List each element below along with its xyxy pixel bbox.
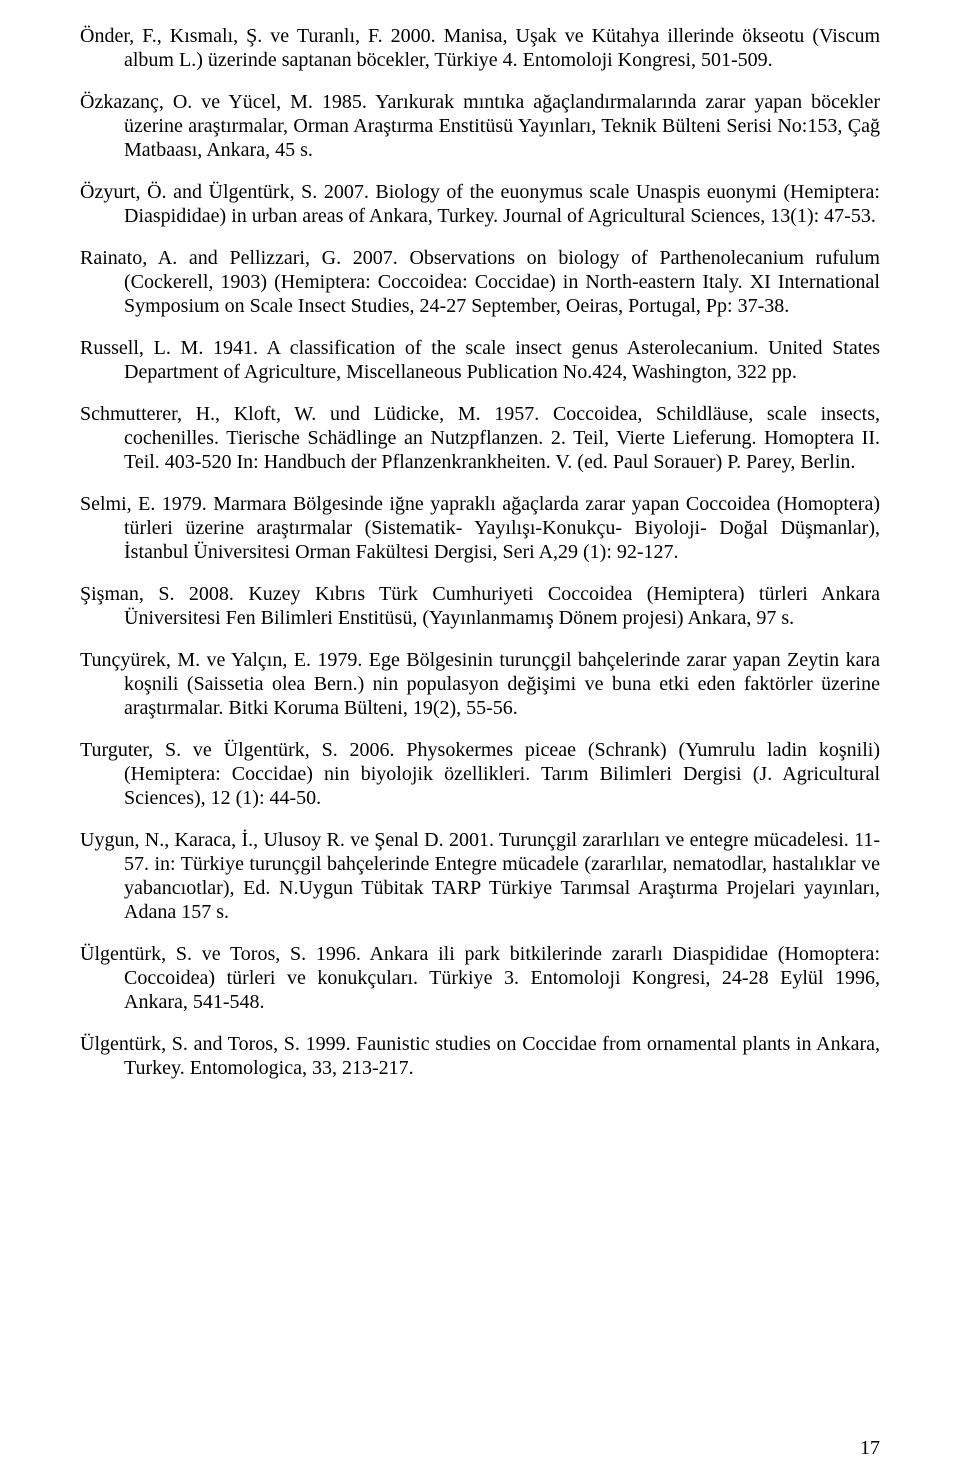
reference-entry: Russell, L. M. 1941. A classification of…	[80, 336, 880, 384]
reference-entry: Uygun, N., Karaca, İ., Ulusoy R. ve Şena…	[80, 828, 880, 924]
page-number: 17	[860, 1436, 880, 1460]
reference-entry: Rainato, A. and Pellizzari, G. 2007. Obs…	[80, 246, 880, 318]
reference-entry: Şişman, S. 2008. Kuzey Kıbrıs Türk Cumhu…	[80, 582, 880, 630]
reference-entry: Ülgentürk, S. ve Toros, S. 1996. Ankara …	[80, 942, 880, 1014]
reference-entry: Selmi, E. 1979. Marmara Bölgesinde iğne …	[80, 492, 880, 564]
reference-entry: Schmutterer, H., Kloft, W. und Lüdicke, …	[80, 402, 880, 474]
reference-entry: Önder, F., Kısmalı, Ş. ve Turanlı, F. 20…	[80, 24, 880, 72]
reference-entry: Özyurt, Ö. and Ülgentürk, S. 2007. Biolo…	[80, 180, 880, 228]
page-container: Önder, F., Kısmalı, Ş. ve Turanlı, F. 20…	[0, 0, 960, 1482]
reference-entry: Ülgentürk, S. and Toros, S. 1999. Faunis…	[80, 1032, 880, 1080]
reference-entry: Özkazanç, O. ve Yücel, M. 1985. Yarıkura…	[80, 90, 880, 162]
reference-entry: Tunçyürek, M. ve Yalçın, E. 1979. Ege Bö…	[80, 648, 880, 720]
reference-entry: Turguter, S. ve Ülgentürk, S. 2006. Phys…	[80, 738, 880, 810]
